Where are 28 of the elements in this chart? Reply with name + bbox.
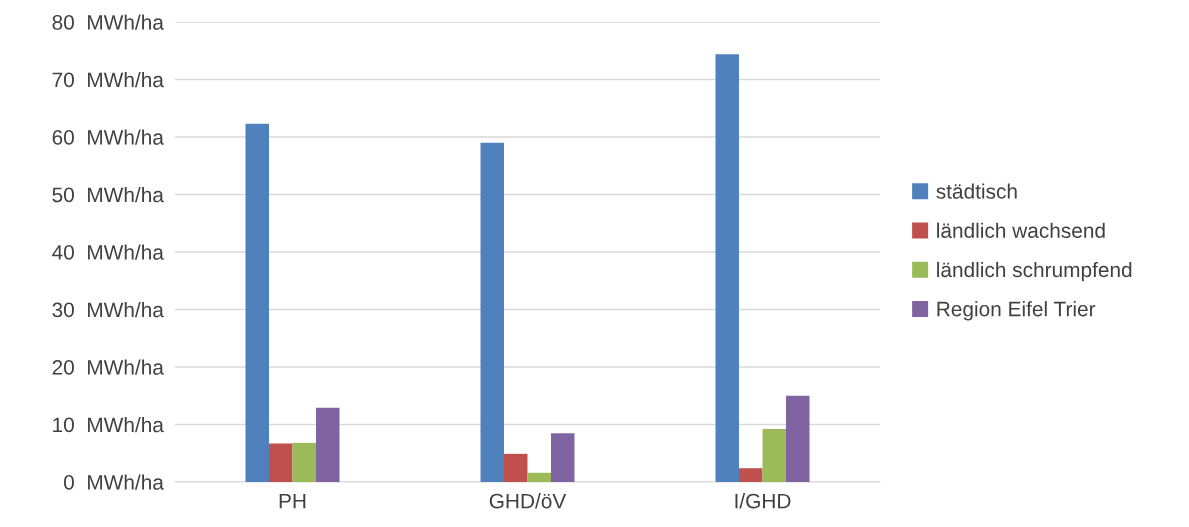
y-tick-label: 20 MWh/ha xyxy=(52,359,164,375)
y-tick-label: 10 MWh/ha xyxy=(53,416,164,433)
bar xyxy=(715,54,739,482)
y-tick-label: 50 MWh/ha xyxy=(52,186,164,203)
y-tick-label: 80 MWh/ha xyxy=(52,14,164,30)
bar xyxy=(527,472,551,482)
legend-label: Region Eifel Trier xyxy=(937,301,1096,321)
bar xyxy=(739,468,763,482)
y-tick-label: 40 MWh/ha xyxy=(52,244,164,260)
bar xyxy=(480,142,504,482)
y-tick-label: 60 MWh/ha xyxy=(52,129,164,145)
y-tick-label: 0 MWh/ha xyxy=(63,474,164,490)
x-tick-label: I/GHD xyxy=(735,493,791,509)
bar xyxy=(245,123,269,482)
bar xyxy=(504,453,528,482)
bar xyxy=(551,433,575,482)
bar xyxy=(762,429,786,482)
legend-label: ländlich wachsend xyxy=(937,222,1105,238)
bar xyxy=(269,443,293,482)
y-tick-label: 30 MWh/ha xyxy=(52,301,164,318)
bar xyxy=(316,407,340,482)
legend-label: ländlich schrumpfend xyxy=(937,261,1132,282)
x-tick-label: PH xyxy=(279,493,306,509)
x-tick-label: GHD/öV xyxy=(489,493,567,509)
bar xyxy=(292,442,316,482)
y-tick-label: 70 MWh/ha xyxy=(52,71,164,88)
legend-label: städtisch xyxy=(936,183,1017,199)
bar xyxy=(786,395,810,482)
